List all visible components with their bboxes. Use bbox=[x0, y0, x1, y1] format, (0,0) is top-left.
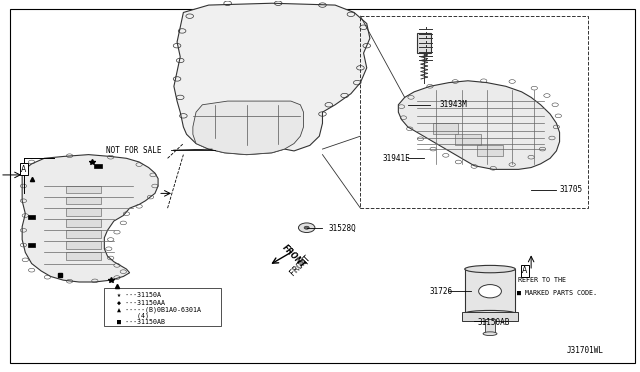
Bar bbox=[67, 253, 101, 260]
Text: A: A bbox=[21, 165, 27, 174]
Bar bbox=[67, 208, 101, 215]
Bar bbox=[67, 186, 101, 193]
Text: J31701WL: J31701WL bbox=[567, 346, 604, 355]
Bar bbox=[67, 230, 101, 238]
Text: 31726: 31726 bbox=[430, 287, 453, 296]
Polygon shape bbox=[174, 3, 370, 155]
Polygon shape bbox=[193, 101, 303, 155]
Ellipse shape bbox=[465, 265, 515, 273]
Polygon shape bbox=[398, 81, 559, 169]
Ellipse shape bbox=[465, 310, 515, 316]
Text: 31150AB: 31150AB bbox=[477, 318, 509, 327]
Text: FRONT: FRONT bbox=[289, 253, 312, 278]
Bar bbox=[360, 16, 588, 208]
Text: (4): (4) bbox=[117, 313, 149, 319]
Text: ■ MARKED PARTS CODE.: ■ MARKED PARTS CODE. bbox=[517, 290, 597, 296]
Text: ■ ···31150AB: ■ ···31150AB bbox=[117, 319, 165, 325]
Text: A: A bbox=[522, 266, 527, 275]
Bar bbox=[485, 319, 495, 334]
Circle shape bbox=[479, 285, 501, 298]
Bar bbox=[67, 197, 101, 205]
Text: 31705: 31705 bbox=[559, 185, 582, 194]
Text: REFER TO THE: REFER TO THE bbox=[518, 277, 566, 283]
Bar bbox=[67, 241, 101, 249]
Text: 31943M: 31943M bbox=[440, 100, 467, 109]
Ellipse shape bbox=[483, 332, 497, 336]
Bar bbox=[104, 288, 221, 326]
Circle shape bbox=[298, 223, 315, 232]
Bar bbox=[465, 269, 515, 313]
Polygon shape bbox=[22, 155, 158, 282]
Text: 31941E: 31941E bbox=[383, 154, 410, 163]
Text: 31528Q: 31528Q bbox=[329, 224, 356, 233]
Text: NOT FOR SALE: NOT FOR SALE bbox=[106, 147, 161, 155]
Bar bbox=[461, 311, 518, 321]
Bar bbox=[67, 219, 101, 227]
Text: ▲ ·····(B)0B1A0-6301A: ▲ ·····(B)0B1A0-6301A bbox=[117, 307, 201, 313]
Circle shape bbox=[304, 226, 309, 229]
Bar bbox=[433, 123, 458, 134]
Bar bbox=[417, 33, 431, 53]
Bar bbox=[455, 134, 481, 145]
Bar bbox=[477, 145, 502, 157]
Text: ★ ···31150A: ★ ···31150A bbox=[117, 292, 161, 298]
Text: ◆ ···31150AA: ◆ ···31150AA bbox=[117, 299, 165, 305]
Text: FRONT: FRONT bbox=[280, 243, 308, 270]
